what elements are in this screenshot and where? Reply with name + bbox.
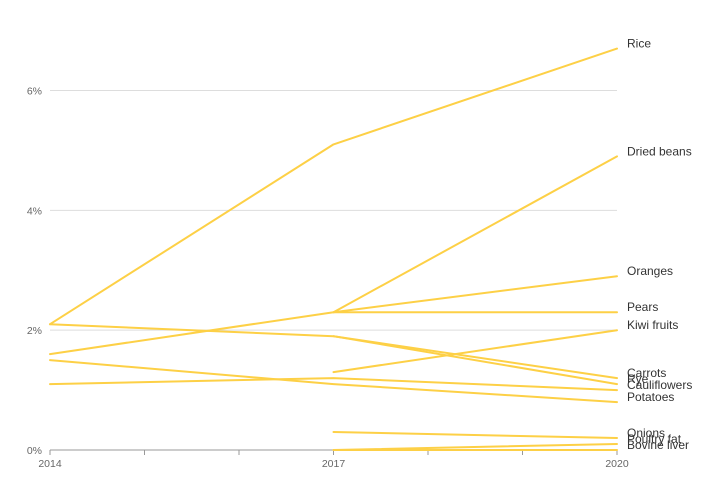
series-label-cauliflowers: Cauliflowers xyxy=(627,378,692,392)
x-tick-label-1: 2017 xyxy=(322,458,346,470)
y-tick-label-1: 2% xyxy=(27,325,42,337)
series-label-oranges: Oranges xyxy=(627,264,673,278)
series-line-onions xyxy=(332,431,618,439)
series-label-rice: Rice xyxy=(627,37,651,51)
series-label-kiwi-fruits: Kiwi fruits xyxy=(627,318,678,332)
series-label-potatoes: Potatoes xyxy=(627,390,674,404)
series-labels: Rice Dried beans Oranges Pears Kiwi fruits Ca… xyxy=(627,37,692,452)
y-tick-label-3: 6% xyxy=(27,86,42,98)
x-tick-label-0: 2014 xyxy=(38,458,62,470)
y-tick-label-0: 0% xyxy=(27,445,42,457)
y-tick-label-2: 4% xyxy=(27,205,42,217)
series-line-potatoes xyxy=(49,359,618,404)
series-label-dried-beans: Dried beans xyxy=(627,144,692,158)
series-label-pears: Pears xyxy=(627,300,658,314)
series-line-dried-beans xyxy=(332,155,618,314)
series-label-bovine-liver: Bovine liver xyxy=(627,438,689,452)
series-label-rye: Rye xyxy=(627,372,649,386)
series-line-kiwi-fruits xyxy=(332,329,618,374)
series-line-rice xyxy=(49,47,618,326)
series-line-rye xyxy=(332,335,618,386)
series-line-cauliflowers xyxy=(49,377,618,392)
x-axis: 2014 2017 2020 xyxy=(38,449,629,470)
x-tick-label-2: 2020 xyxy=(605,458,629,470)
series-lines xyxy=(49,47,618,451)
gridlines: 0% 2% 4% 6% xyxy=(27,86,617,457)
series-label-poultry-fat: Poultry fat xyxy=(627,432,682,446)
series-label-onions: Onions xyxy=(627,426,665,440)
series-label-carrots: Carrots xyxy=(627,366,666,380)
